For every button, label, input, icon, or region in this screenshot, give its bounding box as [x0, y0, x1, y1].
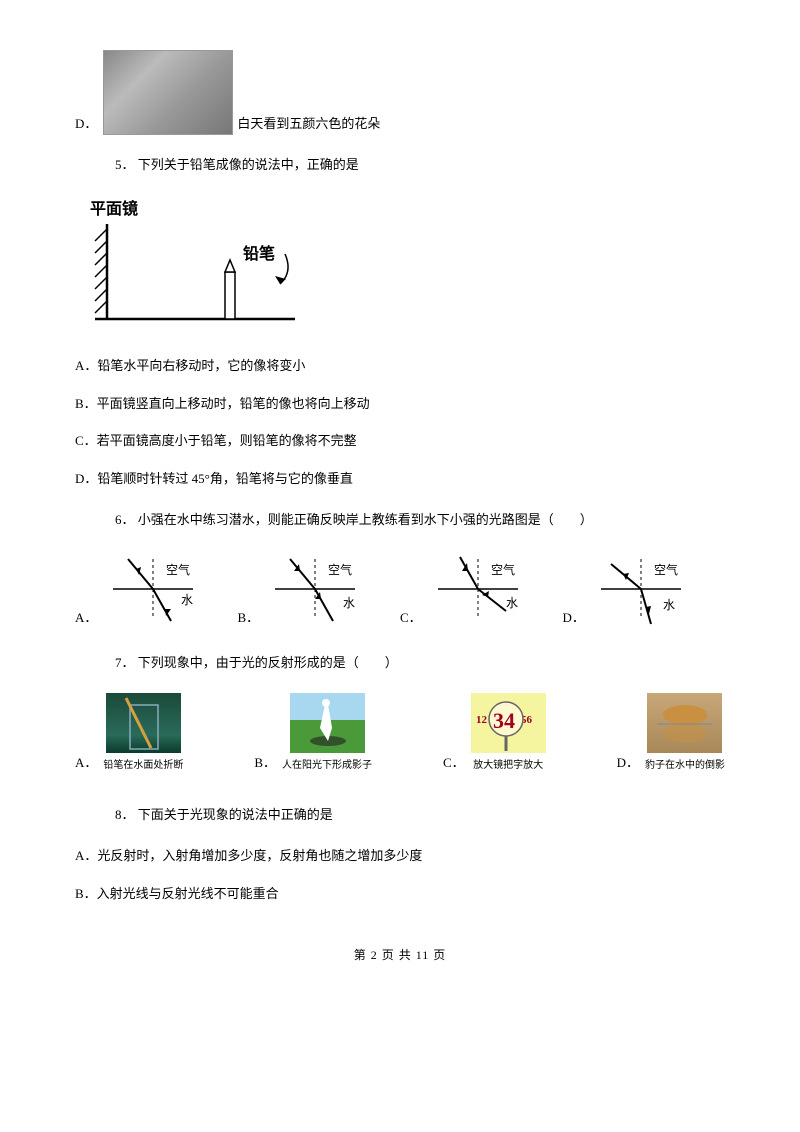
- mirror-label-svg: 平面镜: [90, 199, 138, 218]
- flower-image: [103, 50, 233, 135]
- footer-page: 2: [371, 948, 378, 962]
- option-d-flowers: D． 白天看到五颜六色的花朵: [75, 50, 725, 135]
- q7-a-caption: 铅笔在水面处折断: [103, 757, 183, 775]
- refraction-diagram-d: 空气 水: [591, 549, 691, 629]
- q7-b-caption: 人在阳光下形成影子: [282, 757, 372, 775]
- q5-option-a: A．铅笔水平向右移动时，它的像将变小: [75, 354, 725, 377]
- q6-option-a: A． 空气 水: [75, 549, 238, 629]
- magnifier-image: 12 56 34: [471, 693, 546, 753]
- pencil-glass-image: [106, 693, 181, 753]
- q8-stem: 8． 下面关于光现象的说法中正确的是: [115, 803, 725, 826]
- svg-text:空气: 空气: [491, 562, 515, 577]
- q5-options: A．铅笔水平向右移动时，它的像将变小 B．平面镜竖直向上移动时，铅笔的像也将向上…: [75, 354, 725, 490]
- leopard-image: [647, 693, 722, 753]
- option-d-text: 白天看到五颜六色的花朵: [237, 112, 380, 135]
- q8-text: 下面关于光现象的说法中正确的是: [138, 807, 333, 822]
- q8-option-b: B．入射光线与反射光线不可能重合: [75, 882, 725, 905]
- shadow-image: [290, 693, 365, 753]
- refraction-diagram-b: 空气 水: [265, 549, 365, 629]
- q7-option-b: B． 人在阳光下形成影子: [254, 693, 372, 775]
- q7-option-a: A． 铅笔在水面处折断: [75, 693, 183, 775]
- q6-d-letter: D．: [563, 606, 585, 629]
- svg-text:水: 水: [663, 598, 675, 612]
- q7-stem: 7． 下列现象中，由于光的反射形成的是（ ）: [115, 651, 725, 674]
- q7-number: 7．: [115, 655, 135, 670]
- svg-text:水: 水: [506, 596, 518, 610]
- q7-a-letter: A．: [75, 751, 97, 774]
- q6-option-d: D． 空气 水: [563, 549, 726, 629]
- option-d-letter: D．: [75, 112, 97, 135]
- q7-option-d: D． 豹子在水中的倒影: [617, 693, 725, 775]
- footer-total: 11: [416, 948, 430, 962]
- q6-c-letter: C．: [400, 606, 422, 629]
- q5-number: 5．: [115, 157, 135, 172]
- q5-stem: 5． 下列关于铅笔成像的说法中，正确的是: [115, 153, 725, 176]
- q5-text: 下列关于铅笔成像的说法中，正确的是: [138, 157, 359, 172]
- q6-option-c: C． 空气 水: [400, 549, 563, 629]
- q6-stem: 6． 小强在水中练习潜水，则能正确反映岸上教练看到水下小强的光路图是（ ）: [115, 508, 725, 531]
- refraction-diagram-c: 空气 水: [428, 549, 528, 629]
- footer-prefix: 第: [354, 948, 371, 962]
- q6-options-row: A． 空气 水 B． 空气 水 C．: [75, 549, 725, 629]
- svg-text:水: 水: [343, 596, 355, 610]
- svg-text:空气: 空气: [328, 562, 352, 577]
- svg-text:12: 12: [476, 714, 488, 726]
- q7-c-caption: 放大镜把字放大: [473, 757, 543, 775]
- q8-options: A．光反射时，入射角增加多少度，反射角也随之增加多少度 B．入射光线与反射光线不…: [75, 844, 725, 905]
- q7-c-letter: C．: [443, 751, 465, 774]
- q7-text: 下列现象中，由于光的反射形成的是（ ）: [138, 655, 398, 670]
- q7-options-row: A． 铅笔在水面处折断 B． 人在阳光下形成影子: [75, 693, 725, 775]
- q7-option-c: C． 12 56 34 放大镜把字放大: [443, 693, 546, 775]
- svg-text:34: 34: [493, 708, 515, 733]
- q7-d-caption: 豹子在水中的倒影: [645, 757, 725, 775]
- q5-option-d: D．铅笔顺时针转过 45°角，铅笔将与它的像垂直: [75, 467, 725, 490]
- svg-text:空气: 空气: [654, 562, 678, 577]
- q6-b-letter: B．: [238, 606, 260, 629]
- q5-diagram: 平面镜 铅笔: [85, 194, 315, 334]
- svg-text:空气: 空气: [166, 562, 190, 577]
- q5-option-c: C．若平面镜高度小于铅笔，则铅笔的像将不完整: [75, 429, 725, 452]
- page-footer: 第 2 页 共 11 页: [75, 945, 725, 967]
- pencil-label-svg: 铅笔: [243, 244, 275, 263]
- footer-mid: 页 共: [378, 948, 416, 962]
- q6-text: 小强在水中练习潜水，则能正确反映岸上教练看到水下小强的光路图是（ ）: [138, 512, 593, 527]
- q8-option-a: A．光反射时，入射角增加多少度，反射角也随之增加多少度: [75, 844, 725, 867]
- svg-text:水: 水: [181, 593, 193, 607]
- q7-b-letter: B．: [254, 751, 276, 774]
- q8-number: 8．: [115, 807, 135, 822]
- q6-option-b: B． 空气 水: [238, 549, 401, 629]
- q6-number: 6．: [115, 512, 135, 527]
- footer-suffix: 页: [429, 948, 446, 962]
- q7-d-letter: D．: [617, 751, 639, 774]
- q5-option-b: B．平面镜竖直向上移动时，铅笔的像也将向上移动: [75, 392, 725, 415]
- q6-a-letter: A．: [75, 606, 97, 629]
- refraction-diagram-a: 空气 水: [103, 549, 203, 629]
